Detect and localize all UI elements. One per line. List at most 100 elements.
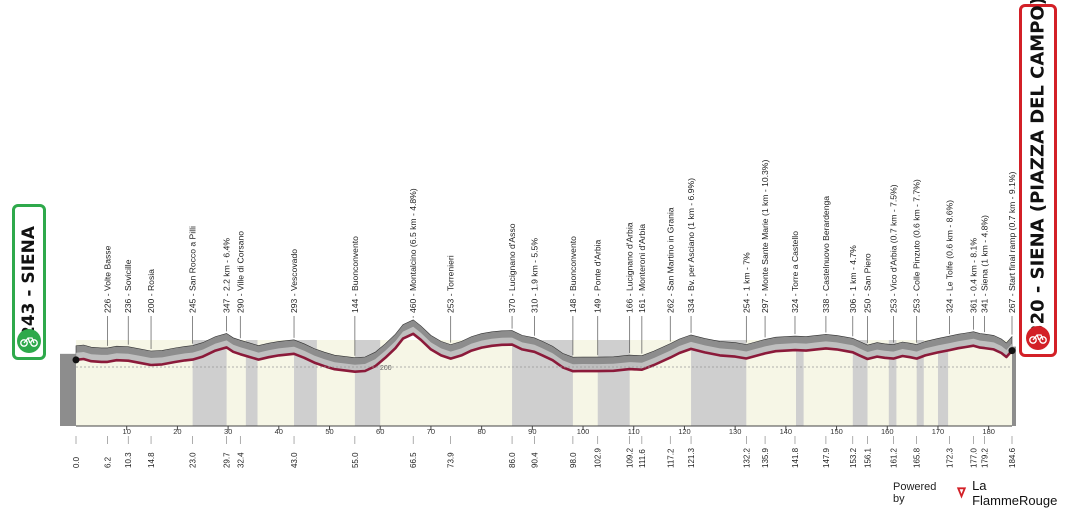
gravel-sector <box>937 340 949 426</box>
landmark-label: 262 - San Martino in Grania <box>665 207 675 313</box>
landmark-label: 144 - Buonconvento <box>350 236 360 313</box>
km-marker-label: 153.2 <box>849 447 858 468</box>
altitude-reference-label: 200 <box>380 365 392 372</box>
landmark-label: 361 - 0.4 km - 8.1% <box>968 238 978 313</box>
km-marker-label: 179.2 <box>981 447 990 468</box>
landmark-label: 324 - Torre a Castello <box>790 231 800 313</box>
landmark-label: 253 - Torrenieri <box>446 255 456 313</box>
profile-line <box>75 332 1013 373</box>
km-marker-label: 141.8 <box>791 447 800 468</box>
flame-logo-icon <box>956 487 967 499</box>
landmark-label: 253 - Vico d'Arbia (0.7 km - 7.5%) <box>888 184 898 313</box>
x-tick-label: 140 <box>780 427 793 436</box>
finish-bike-icon <box>1026 326 1050 350</box>
km-marker-label: 66.5 <box>409 452 418 468</box>
landmark-label: 250 - San Piero <box>862 253 872 313</box>
km-marker-label: 10.3 <box>124 452 133 468</box>
landmark-label: 149 - Ponte d'Arbia <box>593 239 603 313</box>
x-tick-label: 160 <box>881 427 894 436</box>
km-marker-label: 43.0 <box>290 452 299 468</box>
landmark-label: 324 - Le Tolfe (0.6 km - 8.6%) <box>945 200 955 313</box>
start-ramp <box>60 353 76 426</box>
km-marker-label: 98.0 <box>569 452 578 468</box>
km-marker-label: 29.7 <box>223 452 232 468</box>
x-tick-label: 120 <box>678 427 691 436</box>
km-marker-label: 14.8 <box>147 452 156 468</box>
km-marker-label: 184.6 <box>1008 447 1017 468</box>
x-tick-label: 150 <box>830 427 843 436</box>
km-marker-label: 135.9 <box>761 447 770 468</box>
x-tick-label: 10 <box>123 427 131 436</box>
start-panel: 243 - SIENA <box>12 204 46 360</box>
landmark-label: 148 - Buonconvento <box>568 236 578 313</box>
x-tick-label: 130 <box>729 427 742 436</box>
km-marker-label: 55.0 <box>351 452 360 468</box>
start-label: 243 - SIENA <box>19 226 39 338</box>
landmark-label: 293 - Vescovado <box>289 249 299 313</box>
gravel-sector <box>245 340 258 426</box>
gravel-sector <box>796 340 804 426</box>
km-marker-label: 117.2 <box>666 448 675 468</box>
landmark-label: 161 - Monteroni d'Arbia <box>637 224 647 313</box>
landmark-label: 334 - Bv. per Asciano (1 km - 6.9%) <box>686 178 696 313</box>
brand-name: La FlammeRouge <box>972 478 1058 508</box>
start-dot <box>72 356 80 364</box>
landmark-label: 253 - Colle Pinzuto (0.6 km - 7.7%) <box>912 179 922 313</box>
km-marker-label: 23.0 <box>189 452 198 468</box>
landmark-label: 310 - 1.9 km - 5.5% <box>529 238 539 313</box>
landmark-label: 338 - Castelnuovo Berardenga <box>821 196 831 313</box>
x-tick-label: 70 <box>427 427 435 436</box>
km-marker-label: 86.0 <box>508 452 517 468</box>
km-marker-label: 111.6 <box>638 449 647 468</box>
footer: Powered by La FlammeRouge <box>893 478 1068 508</box>
finish-panel: 320 - SIENA (PIAZZA DEL CAMPO) <box>1019 0 1057 357</box>
landmark-label: 236 - Sovicille <box>123 259 133 313</box>
x-tick-label: 100 <box>577 427 590 436</box>
km-marker-label: 90.4 <box>530 452 539 468</box>
landmark-label: 460 - Montalcino (6.5 km - 4.8%) <box>408 188 418 313</box>
landmark-label: 290 - Ville di Corsano <box>235 231 245 313</box>
km-marker-label: 102.9 <box>594 447 603 468</box>
x-tick-label: 60 <box>376 427 384 436</box>
km-marker-label: 172.3 <box>946 447 955 468</box>
km-marker-label: 6.2 <box>103 456 112 468</box>
gravel-sector <box>597 340 630 426</box>
powered-by-text: Powered by <box>893 481 937 505</box>
km-marker-label: 161.2 <box>889 447 898 468</box>
finish-ramp <box>1012 346 1016 426</box>
km-marker-label: 165.8 <box>913 447 922 468</box>
x-tick-label: 180 <box>982 427 995 436</box>
km-marker-label: 156.1 <box>863 447 872 468</box>
landmark-label: 341 - Siena (1 km - 4.8%) <box>980 215 990 313</box>
landmark-label: 166 - Lucignano d'Arbia <box>625 222 635 313</box>
start-bike-icon <box>17 329 41 353</box>
brand-logo: La FlammeRouge <box>955 478 1068 508</box>
finish-label: 320 - SIENA (PIAZZA DEL CAMPO) <box>1027 0 1049 337</box>
km-marker-label: 132.2 <box>742 447 751 468</box>
x-tick-label: 110 <box>628 427 640 436</box>
km-marker-label: 0.0 <box>72 456 81 468</box>
km-marker-label: 147.9 <box>822 447 831 468</box>
landmark-label: 254 - 1 km - 7% <box>741 252 751 313</box>
landmark-label: 306 - 1 km - 4.7% <box>848 245 858 313</box>
landmark-label: 370 - Lucignano d'Asso <box>507 223 517 313</box>
finish-dot <box>1008 347 1016 355</box>
landmark-label: 245 - San Rocco a Pilli <box>188 226 198 313</box>
gravel-sector <box>916 340 924 426</box>
km-marker-label: 73.9 <box>447 452 456 468</box>
x-tick-label: 30 <box>224 427 232 436</box>
x-tick-label: 80 <box>477 427 485 436</box>
landmark-label: 267 - Start final ramp (0.7 km - 9.1%) <box>1007 171 1017 313</box>
x-tick-label: 170 <box>932 427 945 436</box>
x-tick-label: 40 <box>275 427 283 436</box>
km-marker-label: 177.0 <box>969 447 978 468</box>
x-tick-label: 20 <box>173 427 181 436</box>
x-tick-label: 90 <box>528 427 536 436</box>
gravel-sector <box>888 340 897 426</box>
landmark-label: 200 - Rosia <box>146 269 156 313</box>
km-marker-label: 109.2 <box>626 447 635 468</box>
landmark-label: 226 - Volte Basse <box>102 245 112 313</box>
km-marker-label: 121.3 <box>687 447 696 468</box>
x-tick-label: 50 <box>325 427 333 436</box>
